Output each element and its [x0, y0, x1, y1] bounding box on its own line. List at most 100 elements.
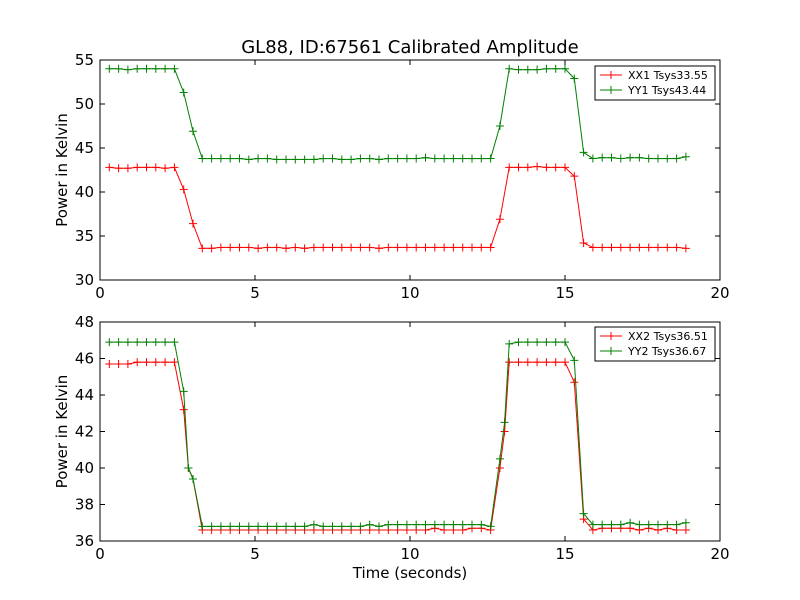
data-point — [179, 185, 188, 194]
data-point — [495, 215, 504, 224]
data-point — [616, 154, 625, 163]
chart-title: GL88, ID:67561 Calibrated Amplitude — [241, 37, 579, 58]
data-point — [133, 163, 142, 172]
data-point — [133, 64, 142, 73]
legend-label: YY2 Tsys36.67 — [627, 345, 706, 358]
data-point — [356, 243, 365, 252]
data-point — [421, 153, 430, 162]
series-1-1 — [105, 162, 690, 253]
data-point — [561, 338, 569, 347]
y-tick-label: 38 — [75, 496, 94, 514]
data-point — [402, 520, 411, 529]
data-point — [207, 154, 216, 163]
data-point — [551, 163, 560, 172]
data-point — [551, 64, 560, 73]
data-point — [170, 163, 179, 172]
data-point — [337, 243, 346, 252]
data-point — [626, 243, 635, 252]
data-point — [663, 243, 672, 252]
data-point — [672, 154, 681, 163]
data-point — [105, 338, 114, 347]
data-point — [272, 522, 281, 531]
x-tick-label: 10 — [400, 284, 419, 302]
data-point — [570, 378, 579, 387]
data-point — [561, 163, 569, 172]
data-point — [151, 64, 160, 73]
legend: XX1 Tsys33.55 YY1 Tsys43.44 — [594, 65, 716, 101]
legend-marker — [607, 86, 615, 94]
data-point — [626, 518, 635, 527]
data-point — [105, 163, 114, 172]
legend-box — [594, 65, 716, 101]
data-point — [514, 338, 523, 347]
data-point — [123, 359, 132, 368]
legend: XX2 Tsys36.51 YY2 Tsys36.67 — [594, 326, 716, 362]
data-point — [458, 154, 467, 163]
data-point — [123, 164, 132, 173]
data-point — [375, 244, 383, 253]
data-point — [681, 244, 690, 253]
data-point — [570, 74, 579, 83]
data-point — [523, 338, 532, 347]
data-point — [263, 243, 272, 252]
x-tick-label: 5 — [250, 284, 260, 302]
data-point — [421, 520, 430, 529]
data-point — [477, 243, 486, 252]
data-point — [468, 154, 476, 163]
data-point — [254, 522, 263, 531]
x-axis-label: Time (seconds) — [352, 564, 468, 582]
data-point — [170, 64, 179, 73]
data-point — [328, 243, 337, 252]
y-tick-label: 46 — [75, 350, 94, 368]
data-point — [189, 127, 197, 136]
data-point — [114, 64, 123, 73]
data-point — [216, 243, 225, 252]
data-point — [198, 154, 207, 163]
data-point — [226, 522, 235, 531]
data-point — [123, 65, 132, 74]
data-point — [347, 522, 356, 531]
data-point — [393, 154, 402, 163]
data-point — [244, 522, 253, 531]
data-point — [561, 358, 569, 367]
data-point — [486, 243, 495, 252]
data-point — [579, 148, 588, 157]
data-point — [607, 153, 616, 162]
data-point — [672, 243, 681, 252]
data-point — [654, 520, 662, 529]
y-tick-label: 30 — [75, 271, 94, 289]
x-tick-label: 15 — [555, 284, 574, 302]
data-point — [440, 520, 449, 529]
data-point — [142, 338, 151, 347]
data-point — [198, 244, 207, 253]
data-point — [319, 522, 328, 531]
data-point — [309, 520, 318, 529]
data-point — [505, 339, 514, 348]
data-point — [440, 154, 449, 163]
data-point — [505, 163, 514, 172]
data-point — [449, 154, 458, 163]
y-tick-label: 48 — [75, 313, 94, 331]
data-point — [477, 154, 486, 163]
data-point — [505, 358, 514, 367]
data-point — [644, 154, 653, 163]
data-point — [133, 338, 142, 347]
data-point — [179, 88, 188, 97]
data-point — [375, 155, 383, 164]
data-point — [347, 155, 356, 164]
data-point — [198, 522, 207, 531]
data-point — [244, 243, 253, 252]
series-2-2 — [105, 338, 690, 531]
data-point — [356, 154, 365, 163]
data-point — [430, 154, 439, 163]
data-point — [542, 358, 551, 367]
x-tick-label: 0 — [95, 545, 105, 563]
data-point — [421, 243, 430, 252]
data-point — [263, 154, 272, 163]
data-point — [170, 338, 179, 347]
data-point — [114, 359, 123, 368]
data-point — [161, 358, 170, 367]
data-point — [635, 243, 644, 252]
data-point — [588, 520, 597, 529]
data-point — [328, 154, 337, 163]
